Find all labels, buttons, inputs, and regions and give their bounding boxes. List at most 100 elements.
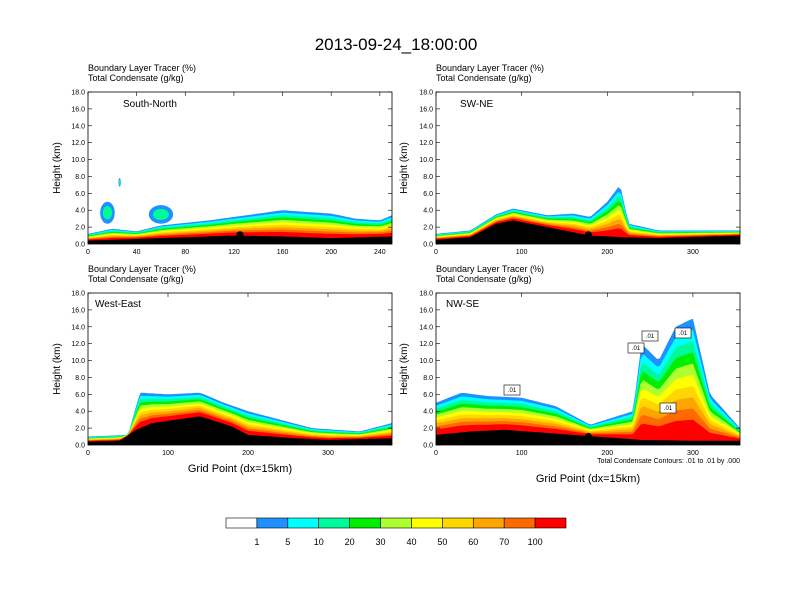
colorbar-swatch-9	[503, 517, 536, 529]
y-axis-label: Height (km)	[52, 142, 63, 194]
x-tick-label: 0	[86, 249, 90, 256]
y-tick-label: 10.0	[419, 358, 433, 365]
y-tick-label: 14.0	[71, 123, 85, 130]
y-tick-label: 0.0	[423, 443, 433, 450]
panel-name: West-East	[95, 299, 141, 310]
panel-south-north: Boundary Layer Tracer (%) Total Condensa…	[52, 63, 393, 256]
x-tick-label: 300	[687, 450, 699, 457]
station-point	[584, 433, 592, 441]
y-tick-label: 18.0	[71, 90, 85, 97]
y-tick-label: 18.0	[419, 291, 433, 298]
plot-frame	[435, 292, 741, 446]
contour-label-box-2	[641, 330, 659, 342]
y-tick-label: 8.0	[423, 174, 433, 181]
tracer-label: Boundary Layer Tracer (%)	[88, 63, 196, 73]
condensate-label: Total Condensate (g/kg)	[436, 274, 532, 284]
y-tick-label: 12.0	[71, 140, 85, 147]
x-tick-label: 100	[162, 450, 174, 457]
station-point	[238, 433, 246, 441]
x-tick-label: 100	[516, 249, 528, 256]
panel-name: SW-NE	[460, 99, 493, 110]
x-tick-label: 200	[242, 450, 254, 457]
y-tick-label: 10.0	[71, 358, 85, 365]
colorbar-swatch-3	[318, 517, 350, 529]
colorbar-label-2: 10	[314, 537, 324, 547]
colorbar-label-5: 40	[406, 537, 416, 547]
y-tick-label: 12.0	[419, 140, 433, 147]
colorbar-label-4: 30	[376, 537, 386, 547]
terrain	[88, 235, 392, 244]
colorbar-swatch-5	[380, 517, 412, 529]
y-tick-label: 8.0	[75, 375, 85, 382]
y-tick-label: 12.0	[71, 341, 85, 348]
y-tick-label: 14.0	[71, 324, 85, 331]
condensate-label: Total Condensate (g/kg)	[88, 274, 184, 284]
cloud-patch-core-0	[102, 206, 113, 220]
x-tick-label: 80	[181, 249, 189, 256]
panel-name: South-North	[123, 99, 177, 110]
y-tick-label: 2.0	[75, 426, 85, 433]
colorbar-swatch-7	[442, 517, 474, 529]
y-tick-label: 16.0	[419, 307, 433, 314]
y-tick-label: 4.0	[75, 208, 85, 215]
tracer-label: Boundary Layer Tracer (%)	[436, 264, 544, 274]
x-tick-label: 300	[687, 249, 699, 256]
colorbar-label-9: 100	[528, 537, 543, 547]
y-tick-label: 18.0	[71, 291, 85, 298]
y-tick-label: 0.0	[75, 443, 85, 450]
station-point	[584, 231, 592, 239]
colorbar-swatch-6	[411, 517, 443, 529]
y-axis-label: Height (km)	[399, 343, 410, 395]
panel-west-east: Boundary Layer Tracer (%) Total Condensa…	[52, 264, 393, 475]
y-tick-label: 0.0	[75, 242, 85, 249]
y-tick-label: 8.0	[423, 375, 433, 382]
y-tick-label: 4.0	[423, 409, 433, 416]
colorbar-label-7: 60	[468, 537, 478, 547]
colorbar: 1 5 10 20 30 40 50 60 70 100	[225, 517, 567, 547]
x-tick-label: 300	[322, 450, 334, 457]
y-tick-label: 0.0	[423, 242, 433, 249]
y-tick-label: 10.0	[71, 157, 85, 164]
y-tick-label: 18.0	[419, 90, 433, 97]
station-point	[236, 231, 244, 239]
colorbar-label-0: 1	[254, 537, 259, 547]
y-axis-label: Height (km)	[399, 142, 410, 194]
colorbar-label-1: 5	[285, 537, 290, 547]
y-tick-label: 12.0	[419, 341, 433, 348]
y-tick-label: 4.0	[423, 208, 433, 215]
y-tick-label: 16.0	[71, 106, 85, 113]
contour-label-box-3	[674, 327, 692, 339]
contour-label-box-1	[627, 342, 645, 354]
panel-sw-ne: Boundary Layer Tracer (%) Total Condensa…	[399, 63, 741, 256]
contour-label-box-4	[659, 402, 677, 414]
tracer-label: Boundary Layer Tracer (%)	[436, 63, 544, 73]
x-tick-label: 120	[228, 249, 240, 256]
x-tick-label: 160	[277, 249, 289, 256]
y-tick-label: 6.0	[75, 191, 85, 198]
colorbar-swatch-10	[534, 517, 567, 529]
contour-footnote: Total Condensate Contours: .01 to .01 by…	[597, 458, 740, 465]
y-tick-label: 4.0	[75, 409, 85, 416]
contour-label-1: .01	[632, 346, 641, 352]
colorbar-swatch-4	[349, 517, 381, 529]
colorbar-swatch-2	[287, 517, 320, 529]
y-tick-label: 2.0	[75, 225, 85, 232]
x-tick-label: 200	[601, 249, 613, 256]
y-tick-label: 16.0	[71, 307, 85, 314]
x-axis-label: Grid Point (dx=15km)	[188, 463, 292, 475]
x-tick-label: 200	[325, 249, 337, 256]
y-tick-label: 2.0	[423, 426, 433, 433]
x-tick-label: 40	[133, 249, 141, 256]
x-tick-label: 200	[601, 450, 613, 457]
y-tick-label: 14.0	[419, 123, 433, 130]
x-tick-label: 0	[86, 450, 90, 457]
y-tick-label: 16.0	[419, 106, 433, 113]
condensate-label: Total Condensate (g/kg)	[436, 73, 532, 83]
plot-frame	[87, 292, 393, 446]
cloud-patch-core-1	[153, 208, 169, 221]
y-tick-label: 10.0	[419, 157, 433, 164]
colorbar-swatch-0	[225, 517, 258, 529]
cloud-patch-core-2	[118, 179, 121, 185]
y-tick-label: 6.0	[423, 191, 433, 198]
